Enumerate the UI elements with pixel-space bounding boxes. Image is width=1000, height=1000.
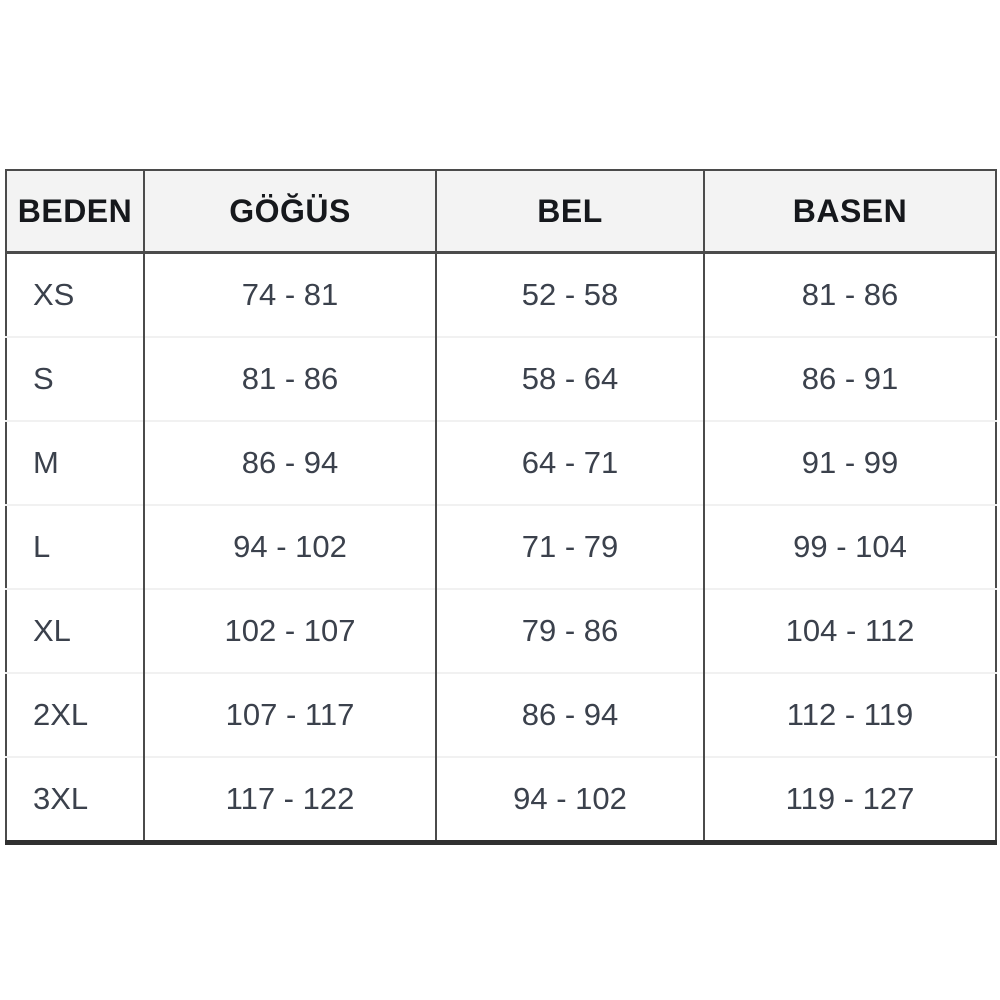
measurement-cell: 79 - 86 bbox=[435, 588, 704, 673]
measurement-cell: 81 - 86 bbox=[143, 336, 436, 421]
table-row: L 94 - 102 71 - 79 99 - 104 bbox=[6, 504, 996, 589]
measurement-cell: 52 - 58 bbox=[435, 252, 704, 337]
table-row: S 81 - 86 58 - 64 86 - 91 bbox=[6, 336, 996, 421]
measurement-cell: 112 - 119 bbox=[703, 672, 996, 757]
measurement-cell: 86 - 94 bbox=[435, 672, 704, 757]
table-row: 3XL 117 - 122 94 - 102 119 - 127 bbox=[6, 756, 996, 843]
measurement-cell: 86 - 94 bbox=[143, 420, 436, 505]
column-header: BASEN bbox=[703, 170, 996, 254]
size-cell: XL bbox=[6, 588, 144, 673]
measurement-cell: 94 - 102 bbox=[143, 504, 436, 589]
measurement-cell: 81 - 86 bbox=[703, 252, 996, 337]
table-row: XS 74 - 81 52 - 58 81 - 86 bbox=[6, 252, 996, 337]
measurement-cell: 94 - 102 bbox=[435, 756, 704, 843]
measurement-cell: 107 - 117 bbox=[143, 672, 436, 757]
measurement-cell: 102 - 107 bbox=[143, 588, 436, 673]
measurement-cell: 58 - 64 bbox=[435, 336, 704, 421]
size-chart-table: BEDEN GÖĞÜS BEL BASEN XS 74 - 81 52 - 58 81 - … bbox=[5, 169, 997, 845]
measurement-cell: 64 - 71 bbox=[435, 420, 704, 505]
table-row: 2XL 107 - 117 86 - 94 112 - 119 bbox=[6, 672, 996, 757]
size-chart: BEDEN GÖĞÜS BEL BASEN XS 74 - 81 52 - 58 81 - … bbox=[5, 169, 997, 845]
size-cell: XS bbox=[6, 252, 144, 337]
column-header: BEL bbox=[435, 170, 704, 254]
measurement-cell: 119 - 127 bbox=[703, 756, 996, 843]
measurement-cell: 99 - 104 bbox=[703, 504, 996, 589]
measurement-cell: 91 - 99 bbox=[703, 420, 996, 505]
size-cell: 3XL bbox=[6, 756, 144, 843]
measurement-cell: 71 - 79 bbox=[435, 504, 704, 589]
table-row: XL 102 - 107 79 - 86 104 - 112 bbox=[6, 588, 996, 673]
measurement-cell: 117 - 122 bbox=[143, 756, 436, 843]
size-cell: S bbox=[6, 336, 144, 421]
table-row: M 86 - 94 64 - 71 91 - 99 bbox=[6, 420, 996, 505]
size-cell: M bbox=[6, 420, 144, 505]
measurement-cell: 104 - 112 bbox=[703, 588, 996, 673]
header-row: BEDEN GÖĞÜS BEL BASEN bbox=[6, 170, 996, 254]
column-header: GÖĞÜS bbox=[143, 170, 436, 254]
measurement-cell: 74 - 81 bbox=[143, 252, 436, 337]
measurement-cell: 86 - 91 bbox=[703, 336, 996, 421]
column-header: BEDEN bbox=[6, 170, 144, 254]
size-cell: 2XL bbox=[6, 672, 144, 757]
size-cell: L bbox=[6, 504, 144, 589]
